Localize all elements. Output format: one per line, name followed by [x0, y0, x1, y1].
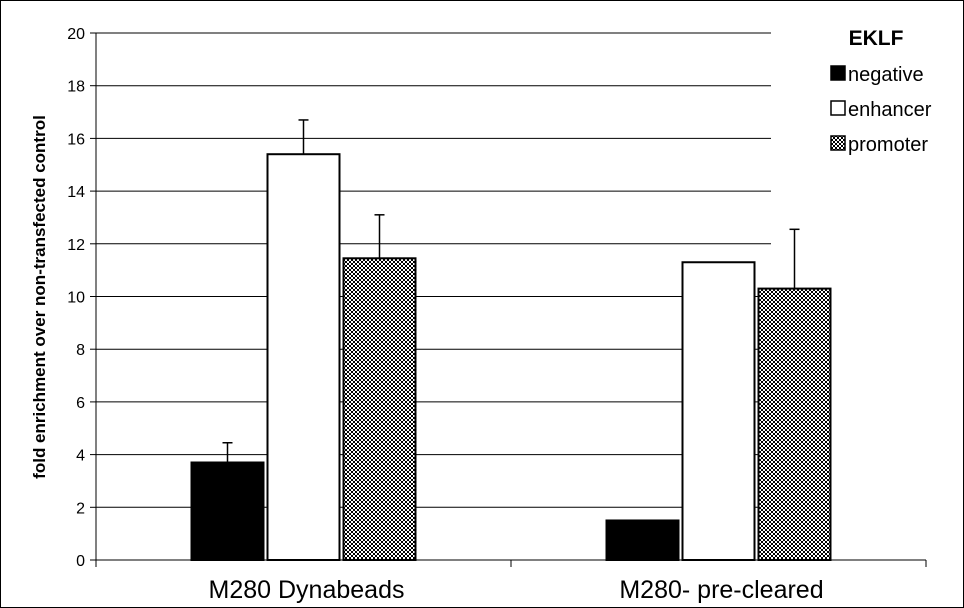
- legend: EKLF negative enhancer promoter: [830, 27, 932, 156]
- legend-swatch-enhancer: [830, 100, 846, 116]
- bars: [190, 153, 832, 562]
- x-category-labels: M280 Dynabeads M280- pre-cleared: [209, 576, 824, 604]
- y-tick-label: 0: [76, 553, 85, 570]
- y-tick-labels: 0 2 4 6 8 10 12 14 16 18 20: [67, 26, 85, 570]
- legend-swatch-promoter: [830, 135, 846, 151]
- bar-negative-0: [190, 461, 265, 562]
- bar-enhancer-0: [266, 153, 341, 562]
- category-label: M280- pre-cleared: [619, 576, 823, 604]
- legend-swatch-negative: [830, 65, 846, 81]
- bar-promoter-1: [757, 287, 832, 561]
- bar-negative-1: [605, 519, 680, 561]
- axes: [90, 32, 927, 567]
- y-tick-label: 20: [67, 26, 85, 43]
- category-label: M280 Dynabeads: [209, 576, 405, 604]
- y-tick-label: 2: [76, 500, 85, 517]
- y-tick-label: 8: [76, 342, 85, 359]
- legend-title: EKLF: [849, 27, 904, 50]
- y-tick-label: 4: [76, 448, 85, 465]
- bar-promoter-0: [342, 257, 417, 561]
- error-bars: [222, 119, 800, 463]
- legend-label-promoter: promoter: [848, 134, 928, 156]
- gridlines: [96, 32, 771, 508]
- y-tick-label: 16: [67, 131, 85, 148]
- legend-label-negative: negative: [848, 64, 924, 86]
- y-tick-label: 18: [67, 79, 85, 96]
- legend-label-enhancer: enhancer: [848, 99, 932, 121]
- y-axis-label: fold enrichment over non-transfected con…: [30, 115, 49, 479]
- y-tick-label: 12: [67, 237, 85, 254]
- y-tick-label: 6: [76, 395, 85, 412]
- bar-enhancer-1: [681, 261, 756, 561]
- y-tick-label: 10: [67, 290, 85, 307]
- y-tick-label: 14: [67, 184, 85, 201]
